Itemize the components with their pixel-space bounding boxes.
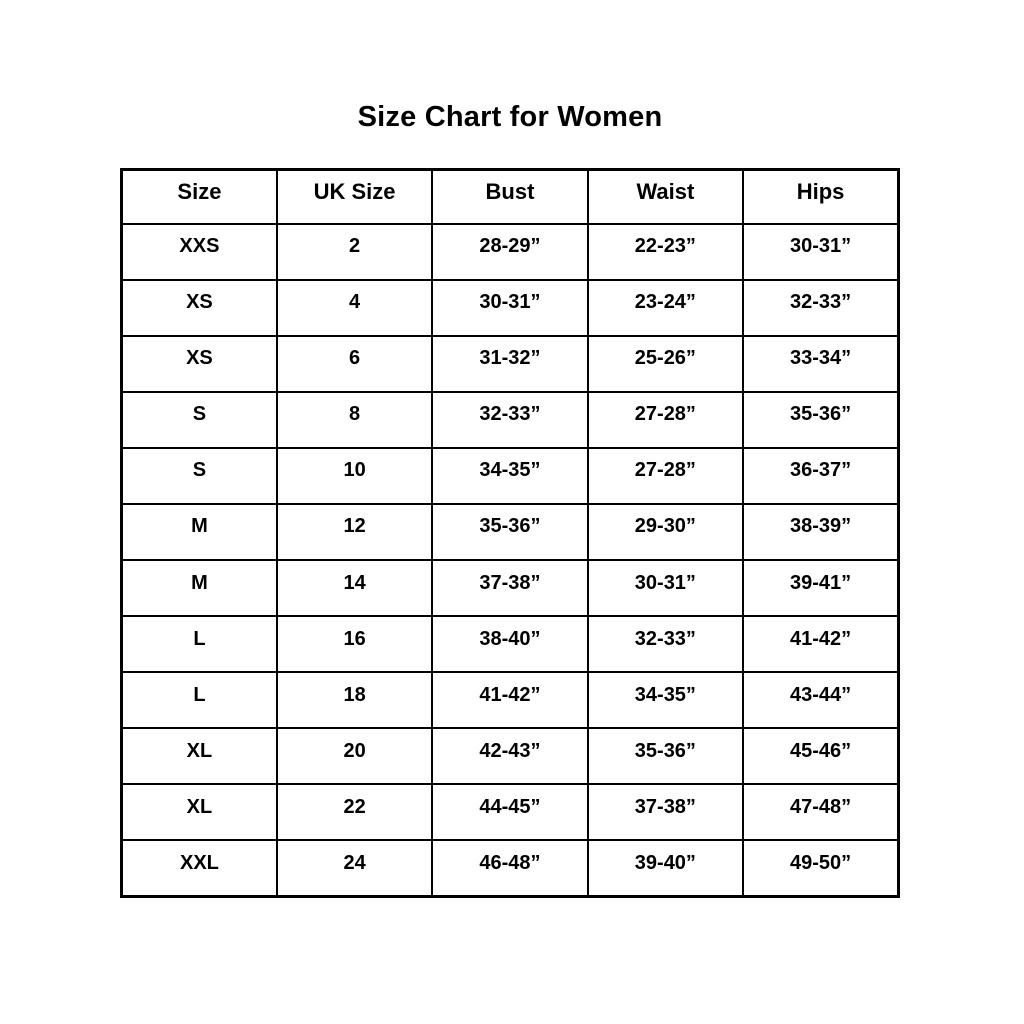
table-row: L 18 41-42” 34-35” 43-44” <box>120 671 900 730</box>
table-cell: 2 <box>275 222 434 281</box>
table-cell: 32-33” <box>431 390 589 449</box>
table-cell: 10 <box>275 446 434 505</box>
table-cell: 30-31” <box>742 222 900 281</box>
table-header: Size UK Size Bust Waist Hips <box>120 168 900 225</box>
table-cell: L <box>120 671 278 730</box>
table-cell: 8 <box>275 390 434 449</box>
table-cell: 35-36” <box>742 390 900 449</box>
table-cell: 37-38” <box>586 783 745 842</box>
table-cell: 41-42” <box>742 615 900 674</box>
table-row: M 12 35-36” 29-30” 38-39” <box>120 502 900 561</box>
table-cell: 25-26” <box>586 334 745 393</box>
table-row: L 16 38-40” 32-33” 41-42” <box>120 615 900 674</box>
column-header: Waist <box>586 168 745 225</box>
table-cell: XS <box>120 334 278 393</box>
table-cell: S <box>120 446 278 505</box>
table-cell: 43-44” <box>742 671 900 730</box>
table-row: XXL 24 46-48” 39-40” 49-50” <box>120 839 900 898</box>
table-row: XS 4 30-31” 23-24” 32-33” <box>120 278 900 337</box>
table-row: S 10 34-35” 27-28” 36-37” <box>120 446 900 505</box>
table-cell: 39-40” <box>586 839 745 898</box>
table-cell: 24 <box>275 839 434 898</box>
table-cell: 34-35” <box>431 446 589 505</box>
table-cell: 38-39” <box>742 502 900 561</box>
table-body: XXS 2 28-29” 22-23” 30-31” XS 4 30-31” 23-24” 32-… <box>120 222 900 898</box>
table-cell: 44-45” <box>431 783 589 842</box>
column-header: Bust <box>431 168 589 225</box>
size-chart-table: Size UK Size Bust Waist Hips XXS 2 28-29” 22-23… <box>120 168 900 898</box>
column-header: UK Size <box>275 168 434 225</box>
table-cell: 34-35” <box>586 671 745 730</box>
table-row: XL 20 42-43” 35-36” 45-46” <box>120 727 900 786</box>
table-cell: 33-34” <box>742 334 900 393</box>
table-cell: 14 <box>275 558 434 618</box>
table-cell: 37-38” <box>431 558 589 618</box>
table-cell: 4 <box>275 278 434 337</box>
table-cell: S <box>120 390 278 449</box>
table-cell: 42-43” <box>431 727 589 786</box>
table-cell: 23-24” <box>586 278 745 337</box>
table-cell: 31-32” <box>431 334 589 393</box>
table-row: XS 6 31-32” 25-26” 33-34” <box>120 334 900 393</box>
table-cell: M <box>120 558 278 618</box>
table-cell: L <box>120 615 278 674</box>
page-title: Size Chart for Women <box>357 101 663 133</box>
table-cell: 28-29” <box>431 222 589 281</box>
table-cell: 27-28” <box>586 390 745 449</box>
table-cell: 38-40” <box>431 615 589 674</box>
table-cell: 20 <box>275 727 434 786</box>
table-cell: 35-36” <box>586 727 745 786</box>
table-cell: XL <box>120 783 278 842</box>
size-chart-container: Size UK Size Bust Waist Hips XXS 2 28-29” 22-23… <box>120 168 900 898</box>
table-cell: 47-48” <box>742 783 900 842</box>
table-cell: 35-36” <box>431 502 589 561</box>
table-cell: XS <box>120 278 278 337</box>
table-row: M 14 37-38” 30-31” 39-41” <box>120 558 900 618</box>
table-cell: M <box>120 502 278 561</box>
table-cell: 12 <box>275 502 434 561</box>
column-header: Hips <box>742 168 900 225</box>
table-cell: 30-31” <box>431 278 589 337</box>
table-cell: 49-50” <box>742 839 900 898</box>
table-cell: XL <box>120 727 278 786</box>
column-header: Size <box>120 168 278 225</box>
table-cell: 30-31” <box>586 558 745 618</box>
header-row: Size UK Size Bust Waist Hips <box>120 168 900 225</box>
table-cell: 16 <box>275 615 434 674</box>
table-cell: 29-30” <box>586 502 745 561</box>
table-cell: 41-42” <box>431 671 589 730</box>
table-row: XXS 2 28-29” 22-23” 30-31” <box>120 222 900 281</box>
table-cell: 45-46” <box>742 727 900 786</box>
table-cell: 18 <box>275 671 434 730</box>
table-cell: 22 <box>275 783 434 842</box>
table-cell: 6 <box>275 334 434 393</box>
table-cell: 32-33” <box>586 615 745 674</box>
table-cell: 46-48” <box>431 839 589 898</box>
table-cell: XXS <box>120 222 278 281</box>
table-cell: 39-41” <box>742 558 900 618</box>
table-row: XL 22 44-45” 37-38” 47-48” <box>120 783 900 842</box>
table-cell: 22-23” <box>586 222 745 281</box>
table-cell: 27-28” <box>586 446 745 505</box>
table-cell: XXL <box>120 839 278 898</box>
table-cell: 36-37” <box>742 446 900 505</box>
table-row: S 8 32-33” 27-28” 35-36” <box>120 390 900 449</box>
table-cell: 32-33” <box>742 278 900 337</box>
